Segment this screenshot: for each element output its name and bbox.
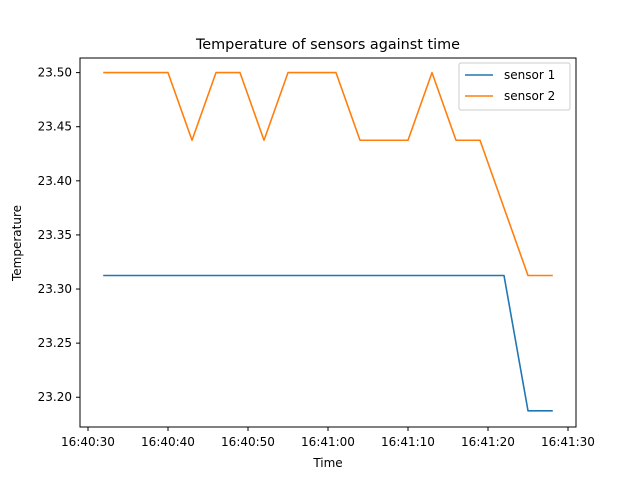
chart-title: Temperature of sensors against time <box>195 37 460 53</box>
y-tick-label: 23.45 <box>38 120 72 134</box>
x-tick-label: 16:41:30 <box>541 435 595 449</box>
y-axis: 23.20 23.25 23.30 23.35 23.40 23.45 23.50 <box>38 66 80 404</box>
plot-frame <box>79 57 577 428</box>
y-tick-label: 23.25 <box>38 336 72 350</box>
series-line-2 <box>103 71 553 277</box>
x-axis-title: Time <box>312 456 342 470</box>
y-tick-label: 23.50 <box>38 66 72 80</box>
y-tick-label: 23.30 <box>38 282 72 296</box>
legend-label-1: sensor 1 <box>504 68 555 82</box>
x-tick-label: 16:40:50 <box>221 435 275 449</box>
x-axis: 16:40:30 16:40:40 16:40:50 16:41:00 16:41:10… <box>61 427 595 449</box>
plot-lines <box>103 71 553 412</box>
y-tick-label: 23.20 <box>38 390 72 404</box>
y-axis-title: Temperature <box>10 205 24 282</box>
y-tick-label: 23.40 <box>38 174 72 188</box>
legend-label-2: sensor 2 <box>504 89 555 103</box>
series-line-1 <box>103 274 553 412</box>
y-tick-label: 23.35 <box>38 228 72 242</box>
x-tick-label: 16:41:20 <box>461 435 515 449</box>
x-tick-label: 16:41:10 <box>381 435 435 449</box>
x-tick-label: 16:40:40 <box>141 435 195 449</box>
x-tick-label: 16:40:30 <box>61 435 115 449</box>
x-tick-label: 16:41:00 <box>301 435 355 449</box>
legend: sensor 1 sensor 2 <box>458 62 571 111</box>
